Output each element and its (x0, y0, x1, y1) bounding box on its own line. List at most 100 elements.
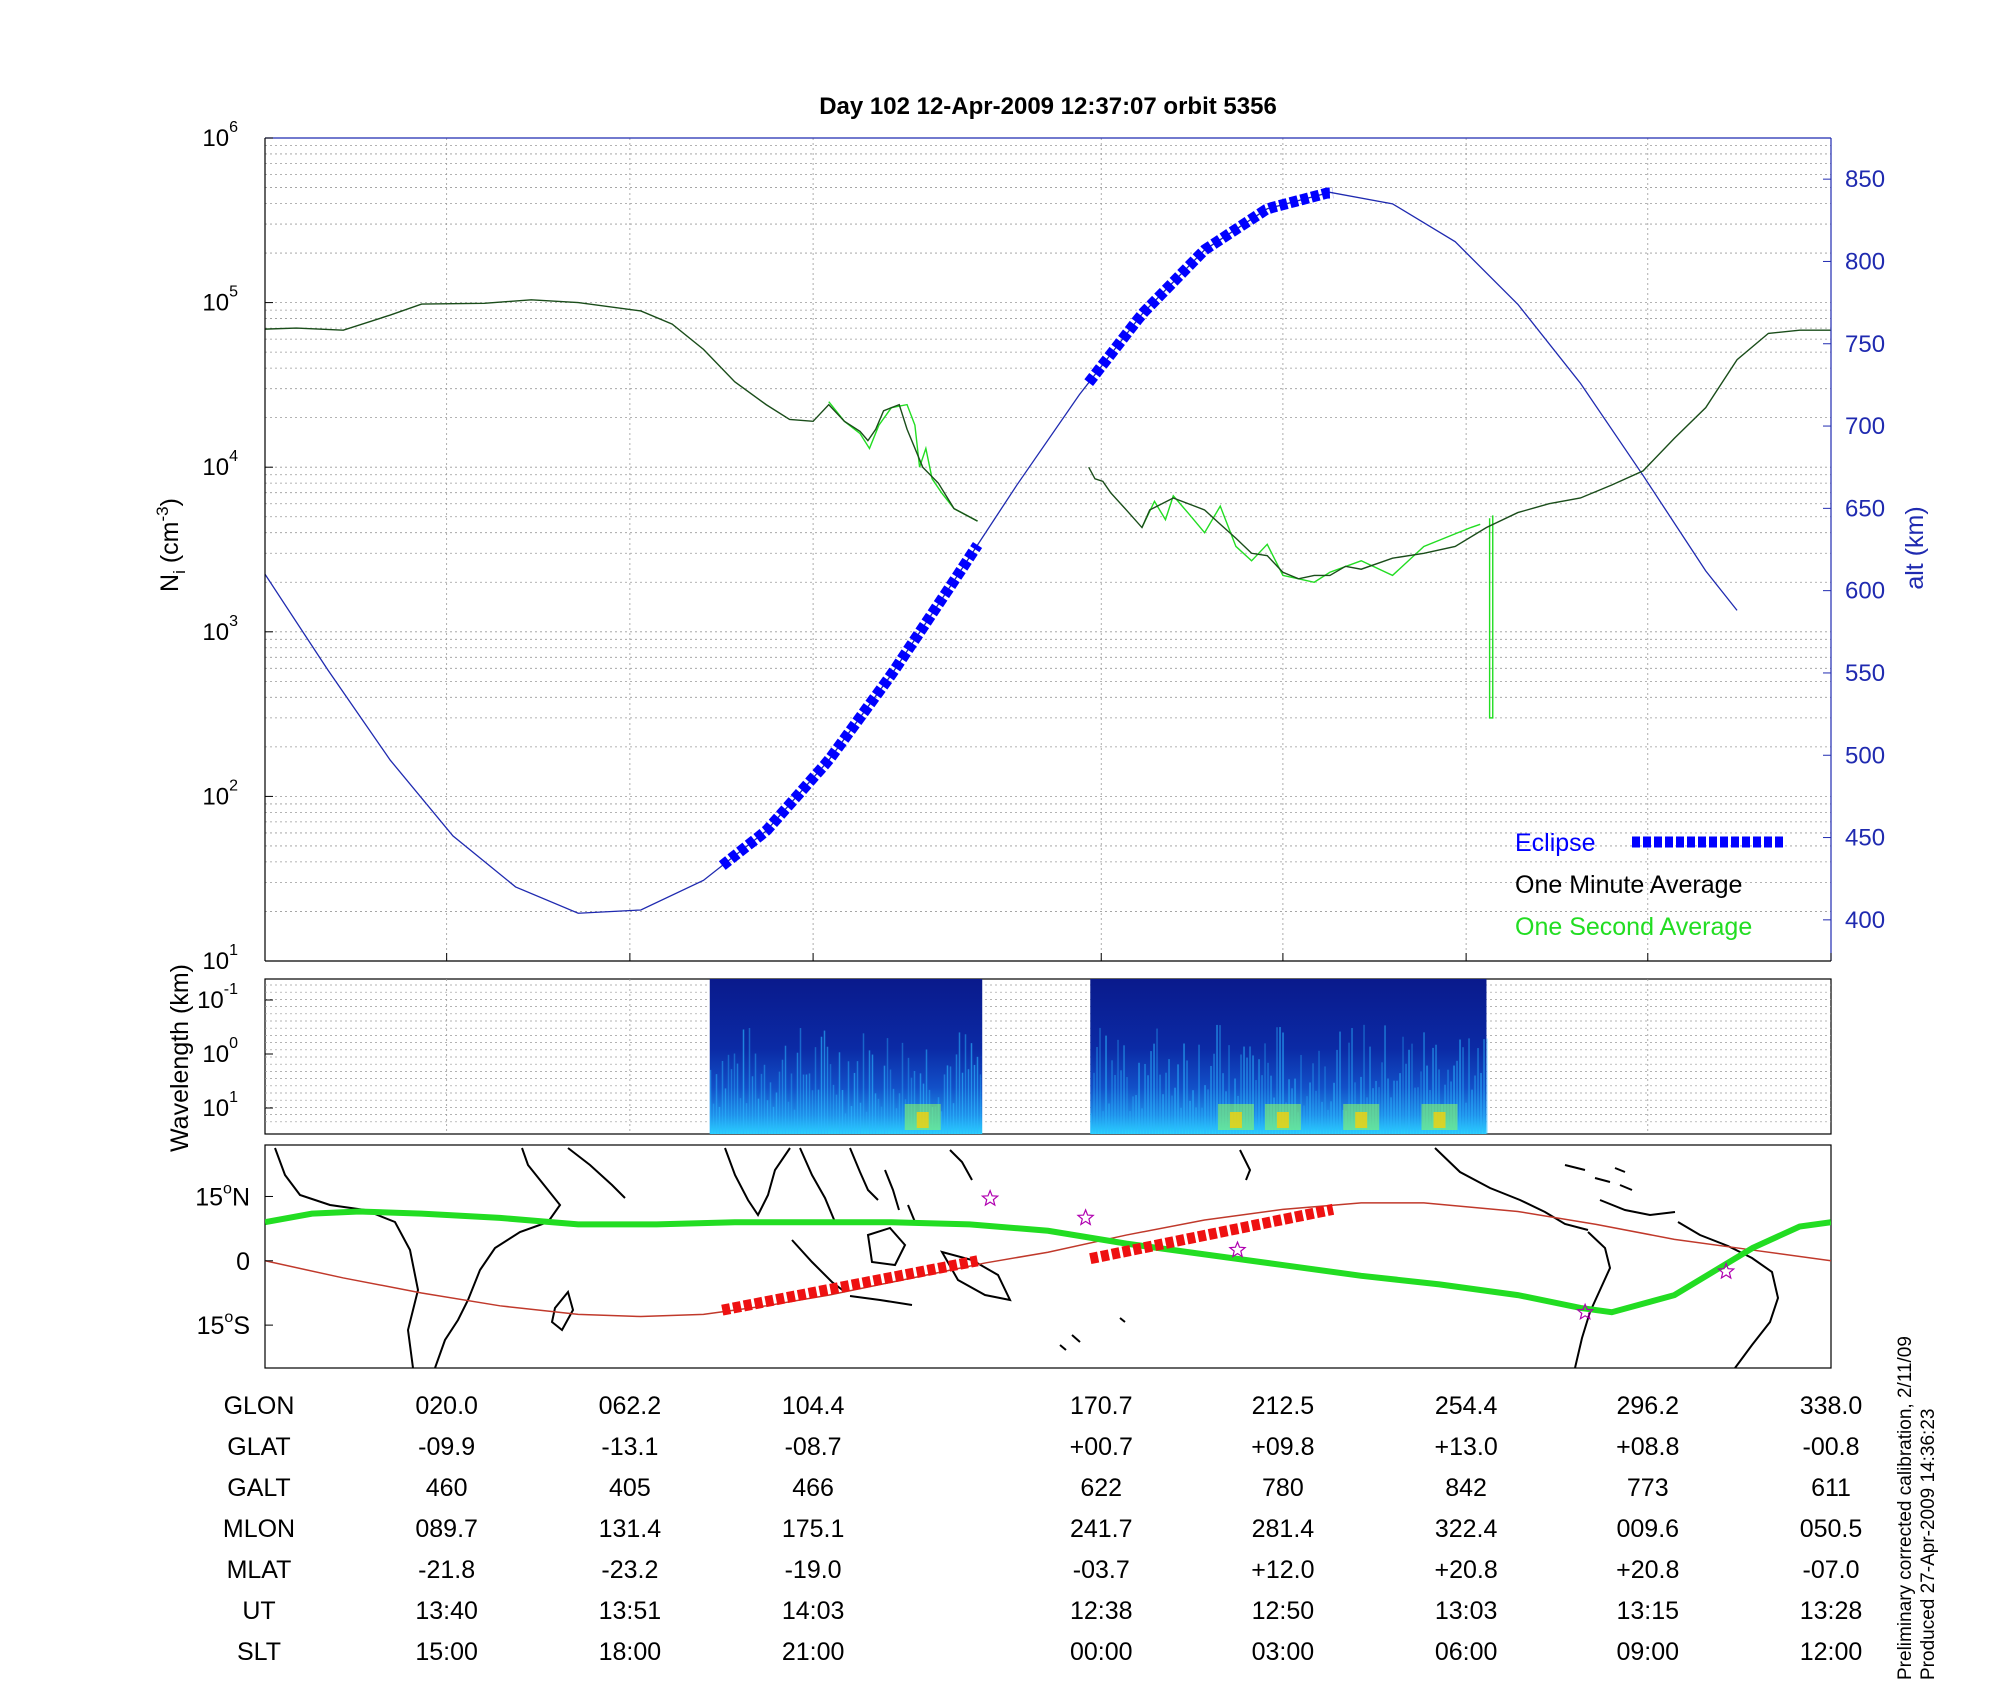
density-y-ticks: 101 102 103 104 105 106 (202, 119, 273, 975)
orbit-cell: 009.6 (1616, 1515, 1679, 1543)
orbit-cell: -19.0 (785, 1556, 842, 1584)
eclipse-segment (718, 541, 983, 870)
spectrogram-streak (793, 1109, 796, 1134)
spectrogram-streak (1261, 1075, 1263, 1134)
orbit-cell: +08.8 (1616, 1433, 1679, 1461)
spectrogram-streak (901, 1042, 904, 1134)
orbit-cell: -00.8 (1803, 1433, 1860, 1461)
orbit-cell: 104.4 (782, 1392, 845, 1420)
spectrogram-streak (826, 1046, 829, 1134)
spectrogram-streak (829, 1064, 832, 1134)
map-panel: 15oN 0 15oS (195, 1144, 1832, 1369)
spectrogram-hotspot-core (1433, 1112, 1446, 1128)
spectrogram-streak (712, 1103, 715, 1134)
orbit-cell: 131.4 (599, 1515, 662, 1543)
spectrogram-streak (1426, 1065, 1428, 1134)
spectrogram-streak (835, 1094, 838, 1134)
spectrogram-streak (808, 1073, 811, 1134)
spectrogram-streak (1414, 1087, 1416, 1134)
orbit-cell: 254.4 (1435, 1392, 1498, 1420)
spectrogram-streak (892, 1088, 895, 1134)
spectrogram-streak (1198, 1044, 1200, 1134)
one-second-average-series (828, 401, 1494, 719)
spectrogram-streak (733, 1053, 736, 1134)
orbit-cell: 12:50 (1252, 1597, 1315, 1625)
alt-tick-label: 700 (1845, 413, 1885, 440)
orbit-row-label: UT (242, 1597, 275, 1625)
orbit-cell: 773 (1627, 1474, 1669, 1502)
density-x-ticks (446, 953, 1832, 961)
spectrogram-streak (1123, 1045, 1125, 1134)
orbit-row-label: MLON (223, 1515, 295, 1543)
spectrogram-streak (1432, 1047, 1434, 1134)
spectrogram-streak (1459, 1039, 1461, 1134)
orbit-cell: -09.9 (418, 1433, 475, 1461)
orbit-cell: +20.8 (1616, 1556, 1679, 1584)
density-y-label: Ni (cm-3) (153, 498, 189, 592)
density-tick-label: 103 (202, 613, 238, 646)
spectrogram-streak (1093, 1072, 1095, 1134)
orbit-cell: 13:03 (1435, 1597, 1498, 1625)
chart-title: Day 102 12-Apr-2009 12:37:07 orbit 5356 (819, 93, 1277, 120)
spectrogram-streak (1303, 1105, 1305, 1134)
spectrogram-streak (760, 1073, 763, 1134)
spectrogram-streak (1246, 1057, 1248, 1134)
spectrogram-streak (1471, 1089, 1473, 1134)
star-icon (1076, 1208, 1095, 1226)
orbit-cell: 089.7 (415, 1515, 478, 1543)
spectrogram-streak (802, 1074, 805, 1134)
spectrogram-streak (979, 1074, 982, 1134)
alt-tick-label: 500 (1845, 742, 1885, 769)
india-coast (724, 1147, 791, 1217)
spectrogram-streak (1390, 1097, 1392, 1134)
orbit-cell: 611 (1811, 1474, 1851, 1502)
one-second-segment (828, 401, 978, 522)
spectrogram-streak (847, 1061, 850, 1134)
orbit-cell: 13:28 (1800, 1597, 1863, 1625)
spectrogram-streak (877, 1098, 880, 1134)
spectrogram-streak (820, 1036, 823, 1134)
spectrogram-streak (1162, 1094, 1164, 1134)
spectrogram-streak (886, 1038, 889, 1134)
spectrogram-streak (841, 1089, 844, 1134)
orbit-cell: 050.5 (1800, 1515, 1863, 1543)
spectrogram-streak (748, 1027, 751, 1134)
orbit-cell: +09.8 (1251, 1433, 1314, 1461)
pacific-islands (1059, 1149, 1252, 1351)
orbit-cell: 062.2 (599, 1392, 662, 1420)
spectrogram-streak (805, 1074, 808, 1134)
orbit-cell: +12.0 (1251, 1556, 1314, 1584)
ground-track-line (265, 1208, 1831, 1316)
spectrogram-streak (1192, 1090, 1194, 1134)
spectrogram-streak (1462, 1047, 1464, 1134)
se-asia-coast (799, 1147, 879, 1223)
spectrogram-streak (715, 1074, 718, 1134)
orbit-cell: 18:00 (599, 1638, 662, 1666)
spectrogram-streak (1396, 1080, 1398, 1134)
spectrogram-streak (889, 1069, 892, 1134)
spectrogram-streak (973, 1064, 976, 1134)
altitude-line (265, 191, 1738, 914)
spectrogram-streak (718, 1106, 721, 1134)
orbit-cell: 460 (426, 1474, 468, 1502)
spectrogram-streak (739, 1098, 742, 1134)
orbit-cell: 296.2 (1616, 1392, 1679, 1420)
eclipse-segment (1084, 187, 1334, 387)
spectrogram-streak (1384, 1025, 1386, 1134)
spectrogram-streak (1120, 1070, 1122, 1134)
orbit-cell: 338.0 (1800, 1392, 1863, 1420)
spectrogram-streak (1480, 1072, 1482, 1134)
orbit-cell: +00.7 (1070, 1433, 1133, 1461)
density-grid (265, 138, 1831, 962)
spectrogram-streak (1408, 1049, 1410, 1134)
spectrogram-streak (1456, 1060, 1458, 1134)
alt-tick-label: 850 (1845, 166, 1885, 193)
spectrogram-streak (772, 1106, 775, 1134)
spectrogram-streak (1423, 1032, 1425, 1134)
spectrogram-panel: 10-1 100 101 Wavelength (km) (166, 964, 1832, 1152)
spectrogram-streak (1213, 1053, 1215, 1134)
south-america-coast (1574, 1221, 1780, 1368)
spectrogram-streak (790, 1073, 793, 1134)
spectrogram-hotspot-core (1355, 1112, 1368, 1128)
orbit-row-label: SLT (237, 1638, 281, 1666)
